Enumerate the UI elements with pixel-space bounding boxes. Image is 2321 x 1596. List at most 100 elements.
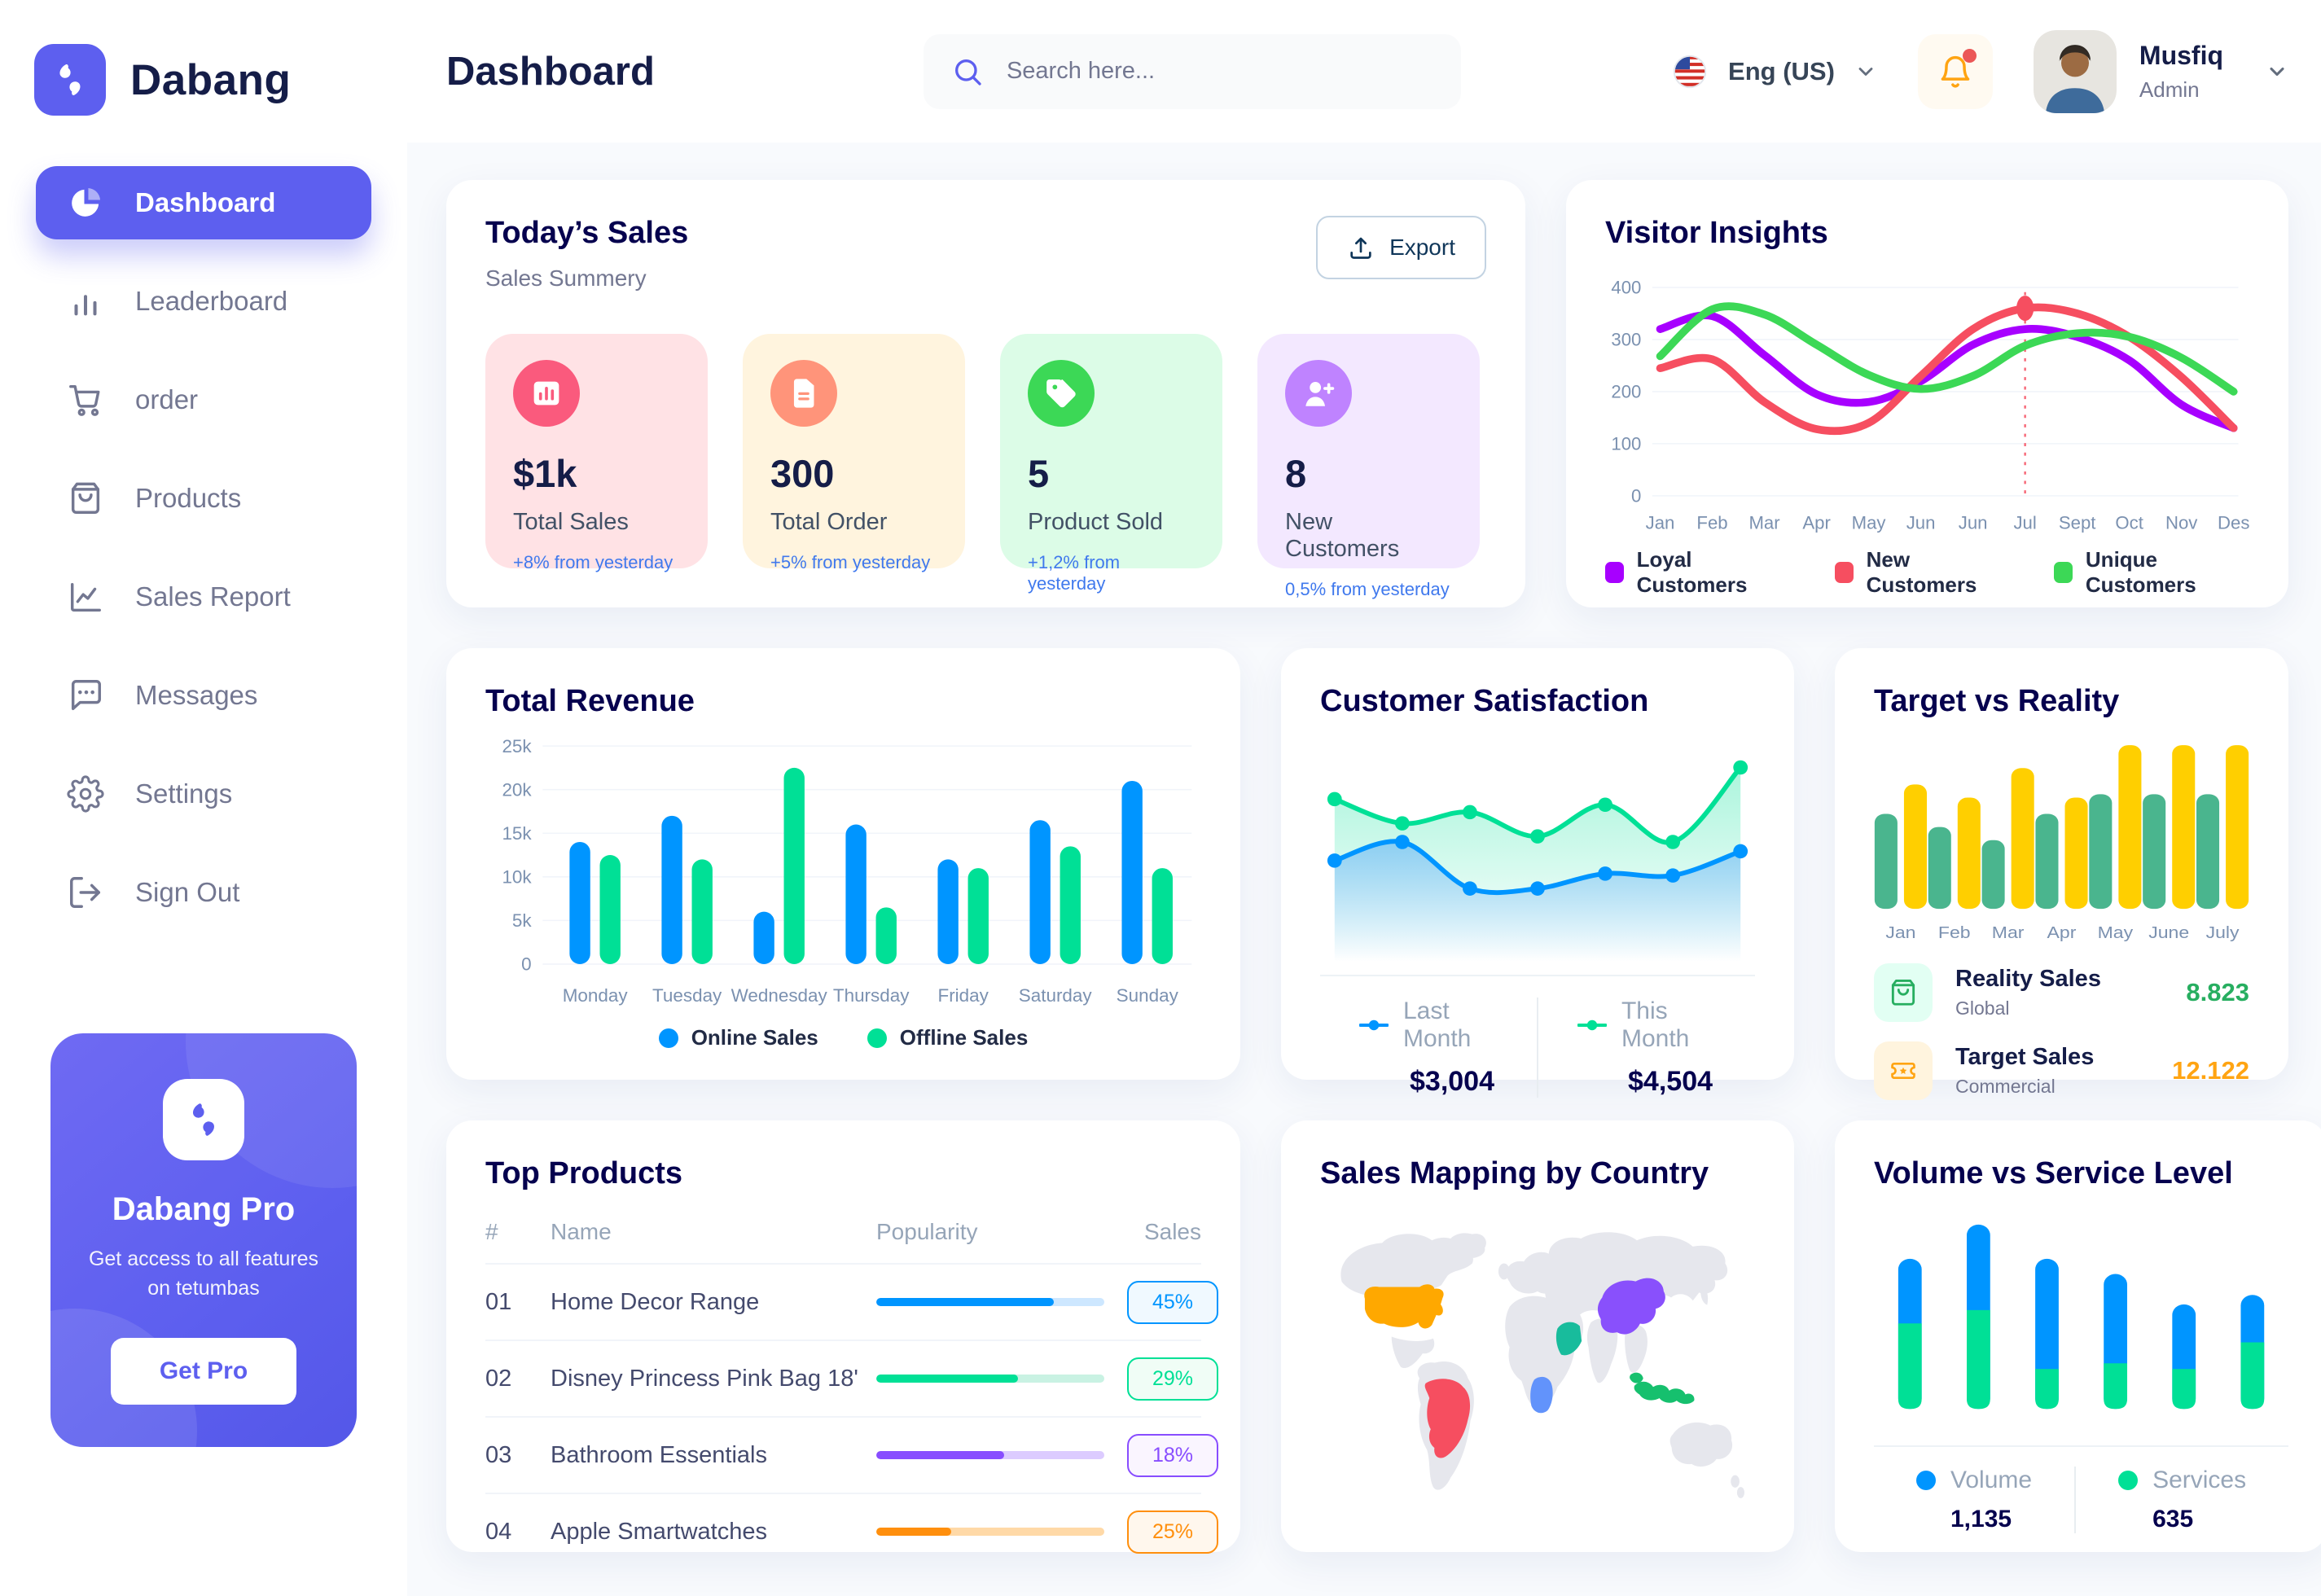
visitor-insights-title: Visitor Insights <box>1605 216 1828 250</box>
sidebar-item-sign-out[interactable]: Sign Out <box>36 856 371 929</box>
legend-item-last-month: Last Month $3,004 <box>1320 998 1537 1098</box>
usa-shape <box>1364 1284 1444 1329</box>
table-row-disney-princess-pink-bag-18': 02 Disney Princess Pink Bag 18' 29% <box>485 1340 1218 1416</box>
north-america-shape <box>1340 1234 1473 1297</box>
svg-text:Tuesday: Tuesday <box>652 985 722 1006</box>
table-row-bathroom-essentials: 03 Bathroom Essentials 18% <box>485 1416 1218 1493</box>
chevron-down-icon <box>1858 67 1873 76</box>
ticket-icon <box>1874 1041 1933 1100</box>
svg-text:Jan: Jan <box>1646 512 1675 533</box>
visitor-insights-chart: 0 100 200 300 400 Jan Feb Mar Apr May Jun Jun Jul Sep… <box>1611 278 2249 533</box>
bar-graph-icon <box>513 360 580 427</box>
sidebar-item-label: Leaderboard <box>135 286 288 316</box>
legend-item-services: Services 635 <box>2074 1467 2288 1533</box>
total-revenue-chart: 0 5k 10k 15k 20k 25k Monday Tuesday Wednesday Thu… <box>502 736 1192 1006</box>
stat-label: Product Sold <box>1028 509 1164 535</box>
user-name: Musfiq <box>2139 40 2223 70</box>
svg-text:June: June <box>2148 923 2189 942</box>
stat-delta: +8% from yesterday <box>513 552 673 572</box>
sidebar-item-label: Products <box>135 483 242 513</box>
sidebar-item-label: Sign Out <box>135 877 240 907</box>
stat-value: $1k <box>513 452 577 495</box>
dabang-pro-logo-icon <box>163 1079 244 1160</box>
stat-delta: 0,5% from yesterday <box>1285 579 1450 599</box>
visitor-insights-legend: Loyal Customers New Customers Unique Custo… <box>1605 547 2249 598</box>
tag-icon <box>1028 360 1095 427</box>
sign-out-icon <box>67 874 104 911</box>
svg-text:Apr: Apr <box>2047 923 2077 942</box>
pro-card-title: Dabang Pro <box>112 1191 296 1227</box>
export-button[interactable]: Export <box>1316 216 1486 279</box>
popularity-bar <box>876 1528 1104 1536</box>
topbar-right: Eng (US) Musfiq Admin <box>1671 29 2288 113</box>
legend-item-volume: Volume 1,135 <box>1874 1467 2074 1533</box>
visitor-insights-card: Visitor Insights 0 100 200 300 400 Jan Feb Mar A… <box>1566 180 2288 607</box>
main: Dashboard Eng (US) <box>407 0 2321 1596</box>
top-products-header: # Name Popularity Sales <box>485 1219 1201 1244</box>
customer-satisfaction-chart <box>1327 760 1748 962</box>
sales-mapping-title: Sales Mapping by Country <box>1320 1156 1709 1190</box>
mexico-shape <box>1391 1336 1435 1369</box>
legend-item-new-customers: New Customers <box>1834 547 2005 598</box>
new-zealand-shape <box>1731 1475 1740 1488</box>
chevron-down-icon <box>2270 67 2284 76</box>
svg-text:400: 400 <box>1611 278 1641 298</box>
divider <box>1874 1445 2289 1447</box>
notifications-button[interactable] <box>1917 33 1993 109</box>
notification-unread-dot <box>1962 48 1977 63</box>
greenland-shape <box>1447 1233 1486 1259</box>
svg-text:0: 0 <box>521 954 531 975</box>
row-2: Total Revenue 0 5k 10k 15k 20k 25k Monday Tuesd… <box>446 648 2288 1100</box>
svg-text:Oct: Oct <box>2115 512 2143 533</box>
svg-text:Mar: Mar <box>1992 923 2025 942</box>
popularity-bar <box>876 1451 1104 1459</box>
sidebar-item-order[interactable]: order <box>36 363 371 436</box>
topbar: Dashboard Eng (US) <box>407 0 2321 142</box>
sidebar-item-settings[interactable]: Settings <box>36 757 371 831</box>
svg-text:20k: 20k <box>502 780 532 800</box>
legend-item-offline-sales: Offline Sales <box>867 1025 1028 1050</box>
content: Today’s Sales Sales Summery Export $1k To… <box>407 142 2321 1596</box>
sales-badge: 45% <box>1127 1280 1218 1324</box>
sidebar-item-products[interactable]: Products <box>36 462 371 535</box>
sidebar-item-dashboard[interactable]: Dashboard <box>36 166 371 239</box>
user-role: Admin <box>2139 77 2200 102</box>
target-vs-reality-title: Target vs Reality <box>1874 684 2120 718</box>
row-num: 01 <box>485 1288 512 1315</box>
indochina-shape <box>1625 1324 1648 1373</box>
svg-text:Feb: Feb <box>1938 923 1971 942</box>
legend-item-loyal-customers: Loyal Customers <box>1605 547 1786 598</box>
table-row-apple-smartwatches: 04 Apple Smartwatches 25% <box>485 1493 1218 1569</box>
search-input[interactable] <box>1004 57 1433 86</box>
china-shape <box>1597 1278 1665 1335</box>
sales-badge: 18% <box>1127 1433 1218 1477</box>
target-vs-reality-card: Target vs Reality Jan Feb Mar Apr May June Jul… <box>1835 648 2288 1100</box>
today-sales-title: Today’s Sales <box>485 216 689 250</box>
bell-icon <box>1941 55 1970 88</box>
stat-card-total-sales: $1k Total Sales +8% from yesterday <box>485 334 708 572</box>
message-icon <box>67 677 104 714</box>
get-pro-button[interactable]: Get Pro <box>111 1337 296 1405</box>
language-selector[interactable]: Eng (US) <box>1671 53 1877 90</box>
today-sales-subtitle: Sales Summery <box>485 265 647 291</box>
search-bar[interactable] <box>923 33 1461 109</box>
stat-card-new-customers: 8 New Customers 0,5% from yesterday <box>1257 334 1480 599</box>
sidebar-item-label: Messages <box>135 680 258 710</box>
divider <box>1320 975 1755 976</box>
sales-mapping-card: Sales Mapping by Country <box>1281 1120 1794 1552</box>
sidebar-item-sales-report[interactable]: Sales Report <box>36 560 371 634</box>
user-menu[interactable]: Musfiq Admin <box>2033 29 2288 113</box>
stat-card-total-order: 300 Total Order +5% from yesterday <box>743 334 965 572</box>
sidebar-item-messages[interactable]: Messages <box>36 659 371 732</box>
svg-text:0: 0 <box>1631 486 1641 506</box>
top-products-title: Top Products <box>485 1156 683 1190</box>
stat-value: 5 <box>1028 452 1050 495</box>
cart-icon <box>67 381 104 419</box>
stat-delta: +5% from yesterday <box>770 552 931 572</box>
svg-text:Sept: Sept <box>2059 512 2096 533</box>
svg-text:Friday: Friday <box>938 985 989 1006</box>
row-3: Top Products # Name Popularity Sales 01 H… <box>446 1120 2321 1554</box>
sidebar-item-leaderboard[interactable]: Leaderboard <box>36 265 371 338</box>
search-icon <box>954 59 981 86</box>
